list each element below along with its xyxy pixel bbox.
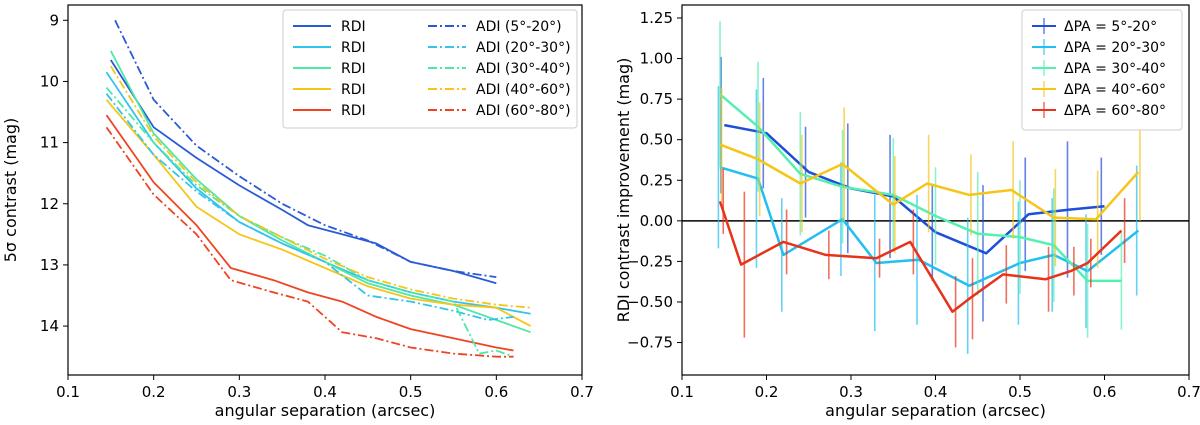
series-6	[114, 19, 497, 278]
x-tick-label: 0.2	[755, 383, 779, 401]
x-tick-label: 0.7	[1177, 383, 1200, 401]
y-tick-label: −0.75	[627, 334, 673, 352]
right-panel-improvement: 0.1 0.2 0.3 0.4 0.5 0.6 0.7 −0.75 −0.50 −0.25 0.00…	[614, 4, 1200, 420]
series-line	[105, 99, 532, 327]
series-line	[719, 143, 1140, 221]
y-tick-label: 1.00	[640, 50, 673, 68]
x-tick-label: 0.1	[670, 383, 694, 401]
legend-label: ΔPA = 20°-30°	[1064, 40, 1166, 56]
y-tick-label: 14	[40, 317, 59, 335]
y-axis-label: RDI contrast improvement (mag)	[614, 58, 633, 323]
series-1	[720, 56, 1105, 322]
x-tick-label: 0.5	[399, 383, 423, 401]
x-tick-label: 0.6	[1093, 383, 1117, 401]
x-tick-label: 0.2	[142, 383, 166, 401]
series-9	[110, 65, 531, 309]
series-7	[105, 93, 514, 321]
y-tick-label: 0.00	[640, 212, 673, 230]
legend-label: RDI	[341, 40, 366, 56]
y-tick-label: 0.25	[640, 171, 673, 189]
legend: RDI RDI RDI RDI RDI ADI (5°-20°) ADI (20°-30°)…	[282, 9, 578, 129]
legend-label: ADI (30°-40°)	[476, 61, 571, 77]
legend-label: RDI	[341, 61, 366, 77]
y-tick-label: 0.75	[640, 90, 673, 108]
y-tick-label: 9	[49, 11, 59, 29]
x-tick-label: 0.5	[1008, 383, 1032, 401]
series-line	[719, 93, 1122, 283]
x-tick-label: 0.4	[313, 383, 337, 401]
series-8	[105, 87, 514, 358]
series-line	[105, 126, 514, 358]
legend-label: RDI	[341, 19, 366, 35]
y-tick-label: 1.25	[640, 9, 673, 27]
series-line	[718, 201, 1123, 313]
legend-label: ΔPA = 40°-60°	[1064, 82, 1166, 98]
series-line	[719, 166, 1140, 287]
legend-label: ΔPA = 60°-80°	[1064, 103, 1166, 119]
legend-label: ADI (40°-60°)	[476, 82, 571, 98]
legend-label: RDI	[341, 103, 366, 119]
y-tick-label: 13	[40, 256, 59, 274]
legend-label: ADI (5°-20°)	[476, 19, 562, 35]
x-tick-label: 0.4	[924, 383, 948, 401]
series-5	[718, 168, 1126, 348]
legend-label: ADI (60°-80°)	[476, 103, 571, 119]
x-tick-label: 0.1	[56, 383, 80, 401]
legend-label: ADI (20°-30°)	[476, 40, 571, 56]
legend: ΔPA = 5°-20° ΔPA = 20°-30° ΔPA = 30°-40° ΔP…	[1021, 9, 1183, 131]
left-panel-contrast: 0.1 0.2 0.3 0.4 0.5 0.6 0.7 9 10 11 12 13 14 angular …	[1, 4, 594, 420]
legend-box	[1021, 9, 1183, 131]
series-line	[724, 123, 1105, 255]
legend-label: ΔPA = 5°-20°	[1064, 19, 1157, 35]
series-line	[105, 87, 514, 358]
x-axis-label: angular separation (arcsec)	[215, 401, 436, 420]
y-tick-label: −0.50	[627, 293, 673, 311]
x-axis-label: angular separation (arcsec)	[825, 401, 1046, 420]
y-tick-label: −0.25	[627, 252, 673, 270]
series-line	[114, 19, 497, 278]
y-tick-label: 12	[40, 195, 59, 213]
series-line	[105, 114, 514, 352]
y-axis-label: 5σ contrast (mag)	[1, 118, 20, 263]
series-5	[105, 114, 514, 352]
x-tick-label: 0.6	[484, 383, 508, 401]
y-tick-label: 11	[40, 134, 59, 152]
series-line	[110, 65, 531, 309]
series-10	[105, 126, 514, 358]
x-tick-label: 0.7	[570, 383, 594, 401]
legend-label: ΔPA = 30°-40°	[1064, 61, 1166, 77]
series-4	[105, 99, 532, 327]
series-line	[105, 93, 514, 321]
x-tick-label: 0.3	[227, 383, 251, 401]
legend-label: RDI	[341, 82, 366, 98]
x-tick-label: 0.3	[839, 383, 863, 401]
y-tick-label: 0.50	[640, 131, 673, 149]
series-3	[719, 21, 1123, 338]
y-tick-label: 10	[40, 72, 59, 90]
